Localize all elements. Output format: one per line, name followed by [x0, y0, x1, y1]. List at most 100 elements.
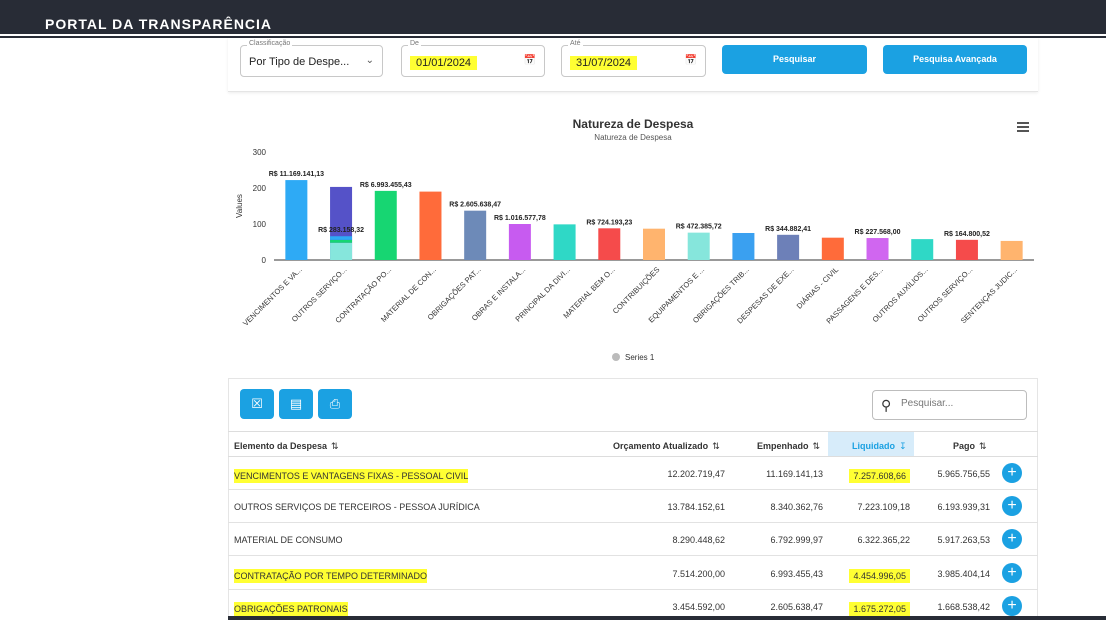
cell-orcamento: 12.202.719,47 [667, 469, 725, 479]
col-empenhado[interactable]: Empenhado ⇅ [757, 441, 820, 452]
col-empenhado-label: Empenhado [757, 441, 809, 451]
date-from-field[interactable]: De 01/01/2024 📅 [401, 40, 545, 77]
chart-bar [732, 233, 755, 260]
pdf-icon: ▤ [289, 396, 303, 411]
sort-icon[interactable]: ⇅ [812, 441, 821, 451]
expand-row-button[interactable]: + [1002, 596, 1022, 616]
cell-empenhado: 8.340.362,76 [770, 502, 823, 512]
search-input[interactable] [901, 398, 1021, 409]
cell-elemento: VENCIMENTOS E VANTAGENS FIXAS - PESSOAL … [234, 469, 469, 483]
chart-bar [464, 210, 487, 260]
top-navbar: PORTAL DA TRANSPARÊNCIA [0, 0, 1106, 38]
classificacao-label: Classificação [247, 40, 293, 47]
hamburger-menu-icon[interactable] [1017, 122, 1029, 132]
expand-row-button[interactable]: + [1002, 529, 1022, 549]
table-row[interactable]: VENCIMENTOS E VANTAGENS FIXAS - PESSOAL … [228, 457, 1038, 490]
chart-title: Natureza de Despesa [573, 117, 694, 131]
sort-icon[interactable]: ⇅ [712, 441, 720, 451]
col-orcamento-label: Orçamento Atualizado [613, 441, 709, 451]
cell-elemento: OUTROS SERVIÇOS DE TERCEIROS - PESSOA JU… [234, 502, 480, 512]
date-from-value: 01/01/2024 [410, 56, 478, 70]
col-elemento[interactable]: Elemento da Despesa ⇅ [234, 441, 339, 452]
expand-row-button[interactable]: + [1002, 463, 1022, 483]
calendar-icon[interactable]: 📅 [523, 55, 536, 66]
table-row[interactable]: MATERIAL DE CONSUMO 8.290.448,62 6.792.999… [228, 523, 1038, 556]
data-label: R$ 164.800,52 [944, 231, 990, 238]
y-axis-label: Values [235, 194, 244, 218]
table-header: Elemento da Despesa ⇅ Orçamento Atualizad… [228, 431, 1038, 457]
calendar-icon[interactable]: 📅 [684, 55, 697, 66]
sort-desc-icon[interactable]: ↧ [899, 441, 907, 451]
cell-empenhado: 6.993.455,43 [770, 569, 823, 579]
print-button[interactable]: ⎙ [318, 389, 352, 419]
chart-bar [285, 180, 308, 260]
sort-icon[interactable]: ⇅ [331, 441, 339, 451]
cell-liquidado: 7.223.109,18 [857, 502, 910, 512]
cell-orcamento: 7.514.200,00 [672, 569, 725, 579]
excel-export-button[interactable]: ☒ [240, 389, 274, 419]
date-from-label: De [408, 40, 421, 47]
table-search[interactable]: ⚲ [872, 390, 1027, 420]
data-label: R$ 472.385,72 [676, 224, 722, 231]
col-pago[interactable]: Pago ⇅ [953, 441, 987, 452]
date-to-value: 31/07/2024 [570, 56, 638, 70]
expand-row-button[interactable]: + [1002, 496, 1022, 516]
x-tick-label: CONTRIBUIÇÕES [611, 265, 662, 316]
portal-brand[interactable]: PORTAL DA TRANSPARÊNCIA [45, 16, 273, 32]
x-tick-label: DIÁRIAS - CIVIL [795, 265, 841, 311]
data-label: R$ 283.158,32 [318, 227, 364, 234]
cell-elemento: CONTRATAÇÃO POR TEMPO DETERMINADO [234, 569, 428, 583]
cell-liquidado: 4.454.996,05 [849, 569, 910, 583]
col-pago-label: Pago [953, 441, 976, 451]
data-label: R$ 344.882,41 [765, 226, 811, 233]
data-label: R$ 6.993.455,43 [360, 182, 412, 189]
cell-pago: 5.965.756,55 [937, 469, 990, 479]
col-liquidado[interactable]: Liquidado ↧ [852, 441, 907, 452]
cell-liquidado: 1.675.272,05 [849, 602, 910, 616]
classificacao-value: Por Tipo de Despe... [249, 56, 350, 68]
chart-bar [598, 228, 621, 260]
cell-empenhado: 11.169.141,13 [766, 469, 823, 479]
col-liquidado-label: Liquidado [852, 441, 895, 451]
print-icon: ⎙ [329, 396, 341, 411]
excel-icon: ☒ [251, 396, 263, 411]
chart-bar [508, 224, 531, 260]
pdf-export-button[interactable]: ▤ [279, 389, 313, 419]
table-row[interactable]: CONTRATAÇÃO POR TEMPO DETERMINADO 7.514.2… [228, 557, 1038, 590]
legend-marker [612, 353, 620, 361]
table-row[interactable]: OBRIGAÇÕES PATRONAIS 3.454.592,00 2.605.63… [228, 590, 1038, 620]
cell-pago: 1.668.538,42 [937, 602, 990, 612]
bottom-bar [228, 616, 1106, 620]
search-button[interactable]: Pesquisar [722, 45, 867, 74]
bar-chart: Natureza de Despesa Natureza de Despesa Va… [235, 117, 1034, 362]
table-row[interactable]: OUTROS SERVIÇOS DE TERCEIROS - PESSOA JU… [228, 490, 1038, 523]
chart-bar [419, 191, 442, 260]
data-label: R$ 11.169.141,13 [269, 171, 324, 178]
cell-liquidado: 7.257.608,66 [849, 469, 910, 483]
y-tick-label: 0 [262, 256, 267, 265]
expand-row-button[interactable]: + [1002, 563, 1022, 583]
data-label: R$ 724.193,23 [586, 219, 632, 226]
cell-orcamento: 13.784.152,61 [667, 502, 725, 512]
col-orcamento[interactable]: Orçamento Atualizado ⇅ [613, 441, 720, 452]
navbar-divider [0, 34, 1106, 36]
cell-orcamento: 3.454.592,00 [672, 602, 725, 612]
date-to-field[interactable]: Até 31/07/2024 📅 [561, 40, 706, 77]
cell-elemento: OBRIGAÇÕES PATRONAIS [234, 602, 348, 616]
chart-bar-segment [330, 242, 353, 260]
advanced-search-button[interactable]: Pesquisa Avançada [883, 45, 1027, 74]
cell-empenhado: 2.605.638,47 [770, 602, 823, 612]
chart-bar-segment [330, 236, 353, 240]
chart-bar [374, 190, 397, 260]
classificacao-select[interactable]: Classificação Por Tipo de Despe... ⌄ [240, 40, 383, 77]
chart-bar [911, 239, 934, 260]
chart-bar [643, 228, 665, 260]
data-label: R$ 227.568,00 [855, 229, 901, 236]
chevron-down-icon: ⌄ [365, 55, 374, 66]
cell-elemento: MATERIAL DE CONSUMO [234, 535, 343, 545]
chart-bar [553, 224, 576, 260]
cell-pago: 5.917.263,53 [937, 535, 990, 545]
liquidado-header-active [828, 432, 914, 457]
cell-empenhado: 6.792.999,97 [770, 535, 823, 545]
sort-icon[interactable]: ⇅ [979, 441, 987, 451]
